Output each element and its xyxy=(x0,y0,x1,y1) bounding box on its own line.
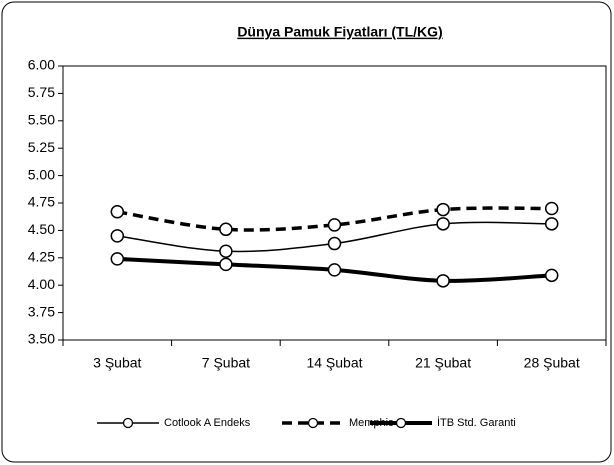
marker xyxy=(327,263,342,277)
legend-marker xyxy=(122,417,134,429)
marker xyxy=(327,218,342,232)
y-tick-label: 3.50 xyxy=(28,331,55,347)
marker xyxy=(110,252,125,266)
x-tick-label: 14 Şubat xyxy=(306,355,362,371)
y-tick-label: 4.00 xyxy=(28,276,55,292)
y-tick-label: 5.50 xyxy=(28,112,55,128)
marker xyxy=(327,236,342,251)
y-tick-label: 4.75 xyxy=(28,194,55,210)
y-tick-label: 4.25 xyxy=(28,249,55,265)
x-tick-label: 7 Şubat xyxy=(202,355,250,371)
legend-label: Cotlook A Endeks xyxy=(164,417,251,429)
y-tick-label: 5.75 xyxy=(28,84,55,100)
marker xyxy=(219,222,233,237)
y-tick-label: 3.75 xyxy=(28,303,55,319)
x-tick-label: 21 Şubat xyxy=(415,355,471,371)
marker xyxy=(110,205,125,219)
y-tick-label: 5.00 xyxy=(28,166,55,182)
marker xyxy=(436,202,450,217)
x-tick-label: 3 Şubat xyxy=(93,355,141,371)
legend-label: İTB Std. Garanti xyxy=(437,416,516,429)
legend-marker xyxy=(395,417,407,429)
marker xyxy=(219,257,233,272)
legend-marker xyxy=(307,417,319,429)
series-line xyxy=(117,206,552,232)
chart-title: Dünya Pamuk Fiyatları (TL/KG) xyxy=(237,24,442,40)
marker xyxy=(544,268,559,283)
x-tick-label: 28 Şubat xyxy=(524,355,580,371)
y-tick-label: 6.00 xyxy=(28,57,55,73)
marker xyxy=(436,217,450,231)
marker xyxy=(544,217,559,231)
y-tick-label: 4.50 xyxy=(28,221,55,237)
y-tick-label: 5.25 xyxy=(28,139,55,155)
marker xyxy=(219,244,233,258)
marker xyxy=(436,274,450,288)
marker xyxy=(544,201,559,216)
marker xyxy=(110,229,125,243)
